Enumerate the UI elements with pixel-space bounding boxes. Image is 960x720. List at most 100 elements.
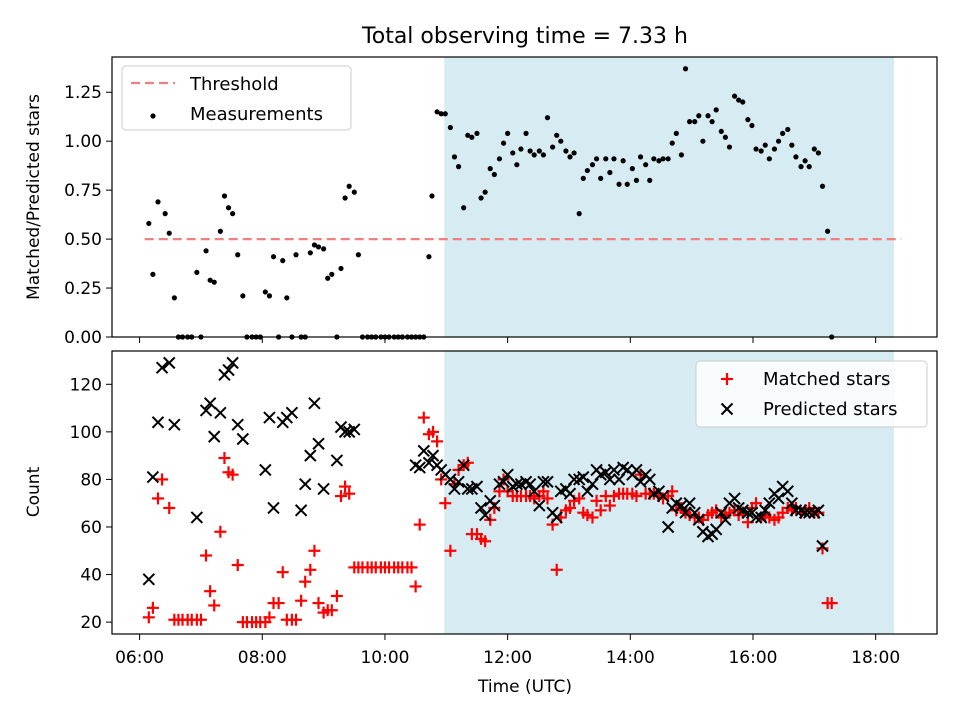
matched-point — [263, 611, 276, 624]
predicted-point-b — [563, 487, 577, 500]
predicted-point-b — [501, 468, 514, 481]
measurement-point — [461, 205, 467, 211]
predicted-point — [772, 492, 785, 505]
measurement-point — [311, 242, 318, 248]
count-marks — [142, 356, 838, 629]
predicted-point-b — [675, 499, 688, 512]
matched-point — [295, 594, 308, 607]
measurement-point — [315, 244, 322, 250]
predicted-point — [656, 489, 670, 503]
predicted-point-b — [759, 504, 772, 517]
measurement-point — [478, 195, 484, 201]
legend-matched-marker — [721, 373, 733, 385]
predicted-point-b — [794, 504, 808, 517]
predicted-point-b — [541, 475, 554, 489]
predicted-point — [304, 449, 317, 462]
predicted-point-b — [426, 449, 440, 462]
matched-point — [409, 580, 422, 593]
chart-title: Total observing time = 7.33 h — [361, 24, 688, 49]
count-x-ticks: 06:00 08:00 10:00 12:00 14:00 16:00 18:00 — [115, 634, 900, 668]
predicted-point — [231, 418, 244, 431]
predicted-point — [190, 511, 204, 524]
predicted-point-b — [763, 496, 776, 510]
measurement-point — [505, 130, 511, 136]
measurement-point — [342, 195, 348, 201]
measurement-point — [240, 293, 246, 299]
predicted-point — [259, 463, 272, 477]
predicted-point — [478, 508, 492, 522]
legend-threshold-label: Threshold — [189, 74, 279, 95]
predicted-point — [763, 496, 776, 510]
measurement-point — [558, 138, 564, 144]
predicted-point — [581, 485, 594, 498]
predicted-point-b — [688, 506, 701, 519]
count-x-tick-label: 18:00 — [851, 648, 900, 668]
predicted-point — [267, 501, 280, 515]
predicted-point — [142, 573, 156, 586]
count-x-tick-label: 12:00 — [483, 648, 532, 668]
measurement-point — [584, 167, 590, 174]
predicted-point — [550, 511, 563, 524]
matched-point — [146, 601, 159, 614]
measurement-point — [563, 148, 569, 154]
predicted-point-b — [607, 463, 621, 477]
measurement-point — [225, 205, 232, 211]
measurement-point — [793, 154, 799, 160]
measurement-point — [351, 189, 357, 195]
predicted-point — [541, 475, 554, 489]
matched-point — [200, 549, 213, 562]
predicted-point-b — [789, 504, 803, 517]
legend-measurements-label: Measurements — [190, 104, 323, 125]
count-x-tick-label: 08:00 — [238, 648, 287, 668]
predicted-point-b — [488, 499, 501, 512]
measurement-point — [307, 250, 313, 256]
predicted-point-b — [732, 501, 745, 515]
predicted-point — [789, 504, 803, 517]
observing-window-shade-top — [444, 57, 895, 337]
predicted-point — [146, 470, 160, 484]
legend-predicted-marker-b — [720, 402, 734, 416]
matched-point — [325, 604, 338, 617]
predicted-point-b — [798, 506, 812, 519]
measurement-point — [338, 265, 344, 272]
predicted-point — [497, 475, 510, 489]
measurement-point — [798, 164, 804, 170]
predicted-point-b — [634, 475, 647, 489]
predicted-point-b — [478, 508, 492, 522]
predicted-point — [285, 406, 299, 420]
count-panel: 20 40 60 80 100 120 06:00 08:00 10:00 12:00 14:00… — [24, 350, 938, 697]
matched-point — [339, 480, 352, 493]
legend-matched-label: Matched stars — [763, 369, 890, 390]
measurement-point — [221, 193, 228, 199]
predicted-point-b — [151, 416, 165, 429]
predicted-point-b — [709, 523, 723, 536]
measurement-point — [447, 124, 453, 131]
predicted-point — [348, 423, 361, 436]
matched-point — [218, 452, 231, 465]
measurement-point — [482, 189, 488, 195]
predicted-point-b — [413, 461, 426, 474]
measurement-point — [270, 254, 277, 260]
predicted-point — [661, 520, 675, 534]
predicted-point-b — [812, 504, 825, 517]
predicted-point — [728, 492, 741, 505]
predicted-point — [567, 473, 581, 486]
measurement-point — [514, 162, 520, 168]
measurement-point — [775, 138, 782, 144]
matched-point — [156, 473, 169, 486]
predicted-point-b — [528, 485, 541, 498]
matched-point — [330, 589, 343, 602]
matched-point — [231, 559, 244, 572]
measurement-point — [211, 279, 217, 285]
measurement-point — [731, 93, 738, 99]
predicted-point — [338, 425, 352, 439]
ratio-legend: Threshold Measurements — [121, 65, 352, 131]
predicted-point — [413, 461, 426, 474]
count-y-ticks: 20 40 60 80 100 120 — [70, 375, 112, 633]
matched-point — [603, 499, 616, 512]
measurement-point — [745, 117, 751, 123]
predicted-point — [312, 437, 325, 450]
measurement-point — [321, 246, 327, 252]
predicted-point — [214, 406, 227, 420]
matched-point — [594, 504, 607, 517]
